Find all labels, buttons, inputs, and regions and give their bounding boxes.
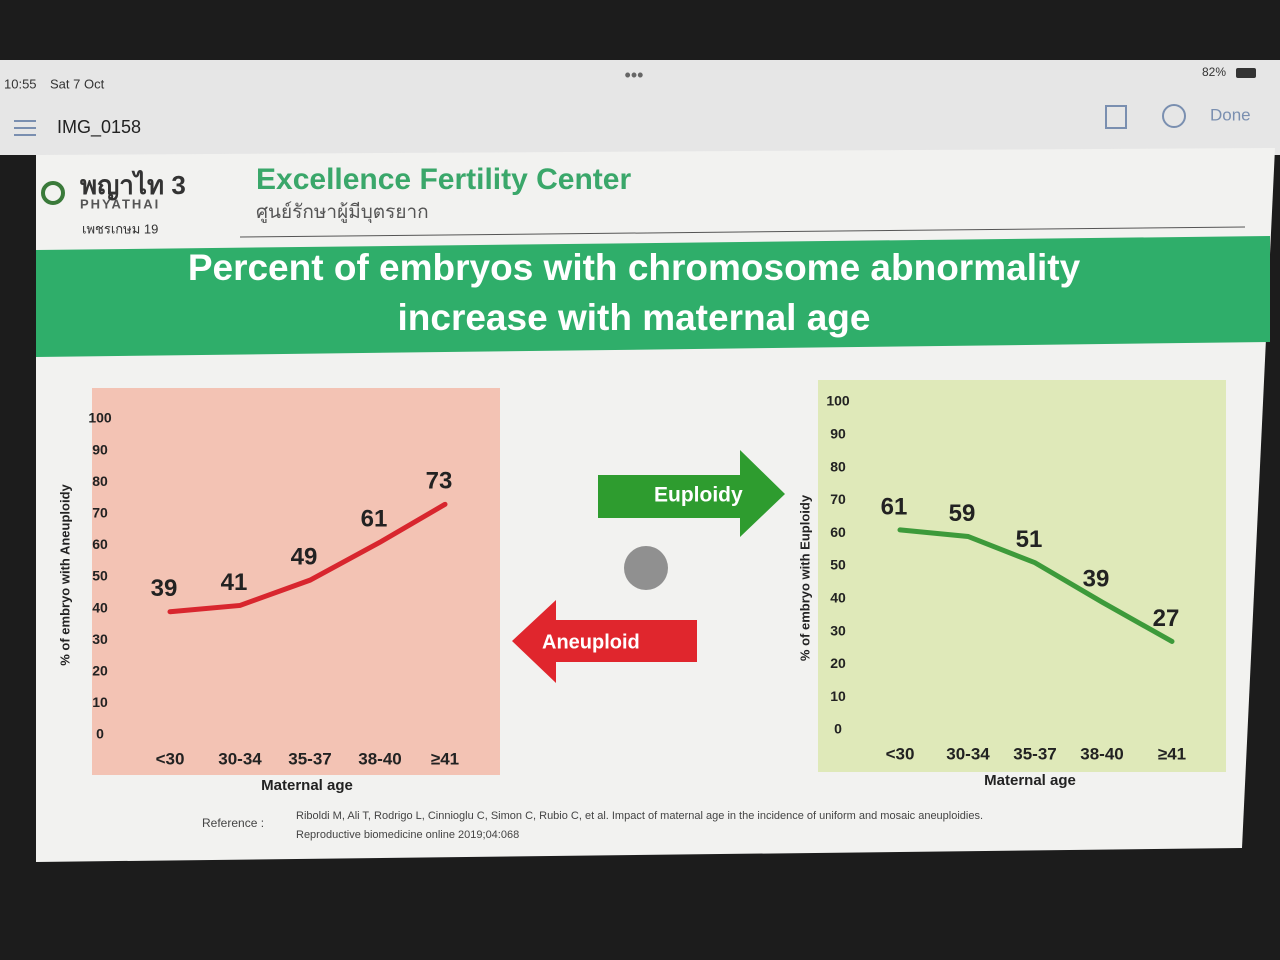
data-line	[167, 501, 448, 615]
y-tick-label: 50	[830, 557, 846, 573]
data-label: 49	[291, 544, 318, 571]
x-tick-label: 30-34	[218, 749, 262, 768]
x-axis-label: Maternal age	[261, 777, 353, 794]
header-title: Excellence Fertility Center	[256, 163, 631, 196]
y-tick-label: 100	[88, 410, 112, 426]
y-tick-label: 90	[92, 441, 108, 457]
logo-branch: เพชรเกษม 19	[82, 221, 158, 236]
file-name[interactable]: IMG_0158	[57, 117, 141, 138]
y-tick-label: 30	[830, 622, 846, 638]
data-label: 51	[1016, 526, 1043, 553]
y-tick-label: 10	[830, 688, 846, 704]
x-tick-label: <30	[886, 744, 915, 763]
data-label: 61	[361, 506, 388, 533]
battery-icon	[1236, 68, 1256, 78]
title-band	[36, 236, 1270, 357]
y-tick-label: 40	[92, 599, 108, 615]
y-tick-label: 90	[830, 426, 846, 442]
y-tick-label: 80	[830, 458, 846, 474]
x-tick-label: ≥41	[431, 749, 459, 768]
x-tick-label: 38-40	[358, 749, 401, 768]
y-tick-label: 20	[830, 655, 846, 671]
y-tick-label: 70	[830, 491, 846, 507]
data-label: 61	[881, 493, 908, 520]
slide-title-line: increase with maternal age	[398, 297, 871, 338]
y-tick-label: 0	[834, 721, 842, 737]
euploidy-label: Euploidy	[654, 484, 743, 507]
aneuploid-label: Aneuploid	[542, 631, 640, 653]
y-tick-label: 60	[92, 536, 108, 552]
data-label: 73	[426, 468, 453, 495]
x-tick-label: ≥41	[1158, 744, 1186, 763]
data-label: 59	[949, 500, 976, 527]
y-axis-label: % of embryo with Aneuploidy	[57, 483, 72, 665]
ipad-chrome	[0, 60, 1280, 155]
logo-mark	[41, 181, 65, 205]
y-tick-label: 80	[92, 473, 108, 489]
y-tick-label: 40	[830, 590, 846, 606]
status-date: Sat 7 Oct	[50, 76, 105, 91]
y-axis-label: % of embryo with Euploidy	[797, 494, 812, 661]
data-label: 41	[221, 569, 248, 596]
logo-name: พญาไท 3	[80, 169, 186, 201]
data-label: 39	[1083, 565, 1110, 592]
y-tick-label: 10	[92, 694, 108, 710]
x-tick-label: 35-37	[1013, 744, 1056, 763]
header-rule	[239, 226, 1246, 238]
chart-panel	[818, 380, 1226, 772]
status-battery: 82%	[1202, 65, 1226, 79]
header-subtitle: ศูนย์รักษาผู้มีบุตรยาก	[256, 201, 429, 224]
y-tick-label: 100	[826, 393, 850, 409]
x-tick-label: 38-40	[1080, 744, 1123, 763]
logo-brand: PHYATHAI	[80, 196, 160, 211]
data-label: 27	[1153, 605, 1180, 632]
y-tick-label: 50	[92, 568, 108, 584]
y-tick-label: 0	[96, 726, 104, 742]
status-time: 10:55	[4, 76, 37, 91]
markup-button[interactable]	[1162, 104, 1186, 128]
aneuploid-arrow	[512, 600, 697, 683]
data-label: 39	[151, 575, 178, 602]
done-button[interactable]: Done	[1210, 105, 1251, 124]
slide-title-line: Percent of embryos with chromosome abnor…	[188, 247, 1081, 288]
y-tick-label: 70	[92, 505, 108, 521]
reference-label: Reference :	[202, 816, 264, 830]
share-button[interactable]	[1105, 105, 1127, 129]
menu-icon[interactable]	[14, 120, 36, 136]
y-tick-label: 60	[830, 524, 846, 540]
y-tick-label: 30	[92, 631, 108, 647]
y-tick-label: 20	[92, 663, 108, 679]
x-tick-label: <30	[156, 749, 185, 768]
more-dots[interactable]: •••	[625, 65, 644, 85]
reference-line: Reproductive biomedicine online 2019;04:…	[296, 829, 519, 841]
euploidy-arrow	[598, 450, 785, 537]
x-tick-label: 30-34	[946, 744, 990, 763]
reference-line: Riboldi M, Ali T, Rodrigo L, Cinnioglu C…	[296, 810, 983, 822]
data-line	[897, 527, 1175, 644]
x-tick-label: 35-37	[288, 749, 331, 768]
arrow-hub	[624, 546, 668, 590]
chart-panel	[92, 388, 500, 775]
x-axis-label: Maternal age	[984, 772, 1076, 789]
